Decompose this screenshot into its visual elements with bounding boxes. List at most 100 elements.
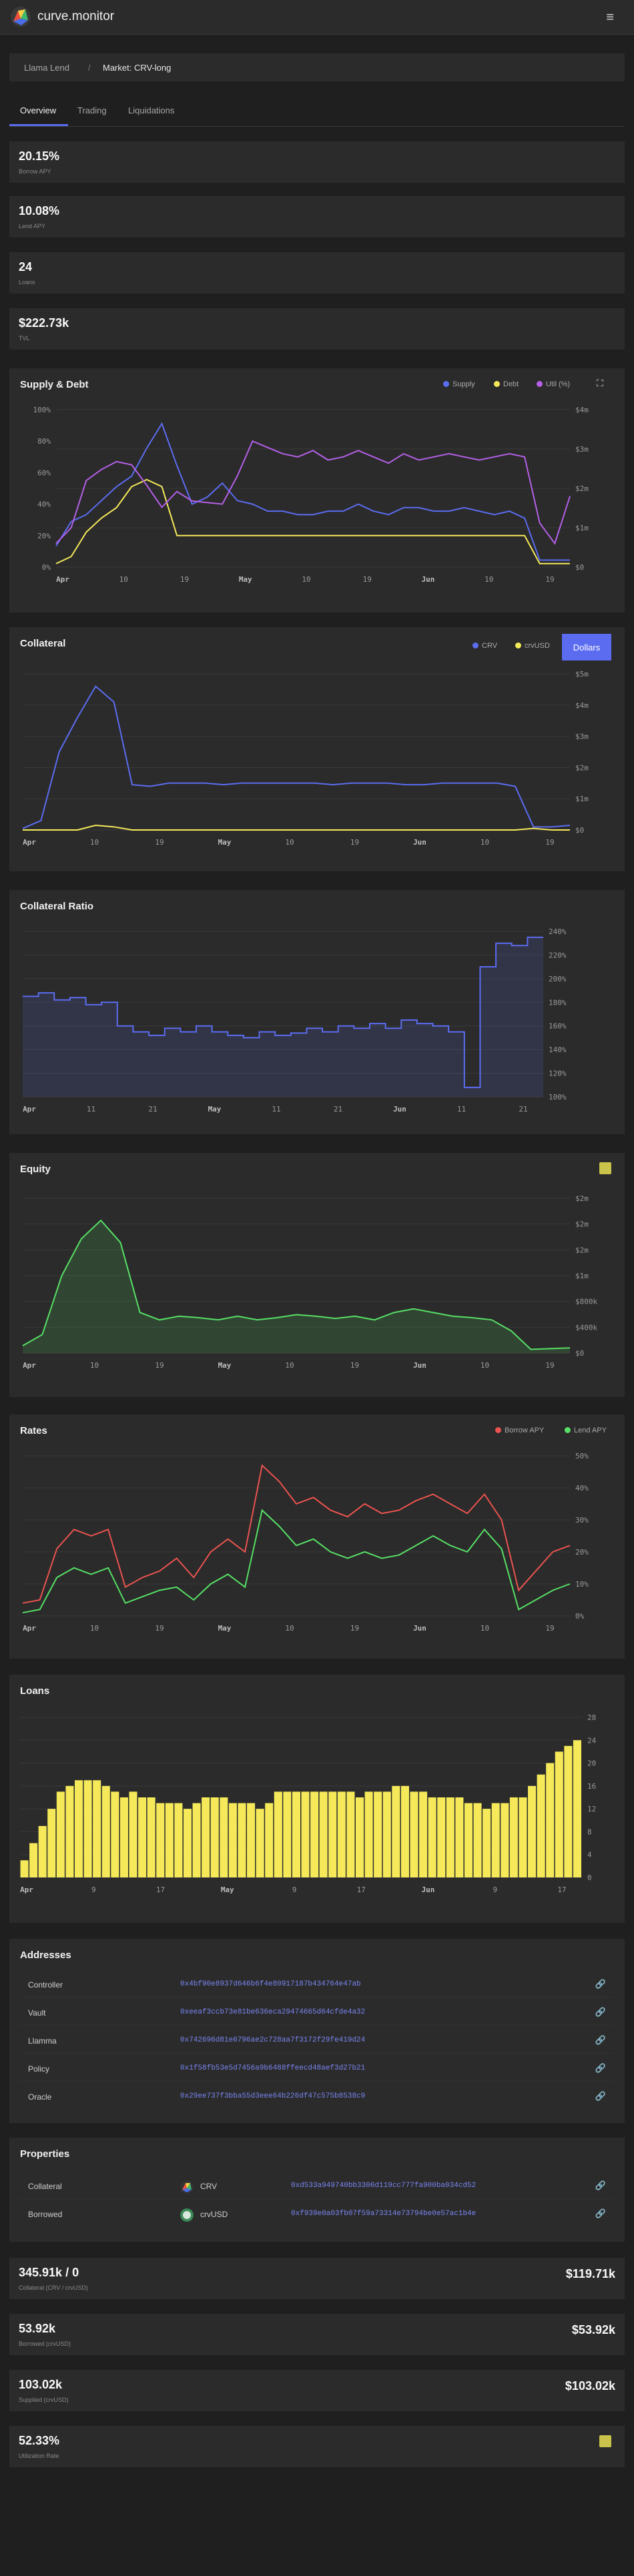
token-address-link[interactable]: 0xf939e0a03fb07f59a73314e73794be0e57ac1b… — [291, 2210, 477, 2218]
y-tick-label: $2m — [575, 484, 589, 493]
y-tick-label-left: 0% — [42, 563, 51, 572]
loan-bar — [364, 1791, 373, 1877]
y-tick-label: $2m — [575, 1220, 589, 1229]
y-tick-label: 28 — [587, 1713, 596, 1722]
external-link-icon[interactable]: 🔗 — [595, 2063, 606, 2073]
x-tick-label: 9 — [292, 1885, 297, 1894]
x-tick-label: Jun — [413, 838, 426, 847]
x-tick-label: 19 — [350, 1624, 359, 1633]
address-label: Vault — [28, 2008, 46, 2018]
loan-bar — [400, 1785, 409, 1877]
active-tab-indicator — [9, 124, 68, 126]
address-row-vault: Vault 0xeeaf3ccb73e81be636eca29474665d64… — [20, 2002, 614, 2026]
tab-trading[interactable]: Trading — [77, 105, 107, 115]
tab-liquidations[interactable]: Liquidations — [128, 105, 175, 115]
token-address-link[interactable]: 0xd533a949740bb3306d119cc777fa900ba034cd… — [291, 2182, 477, 2190]
breadcrumb-current: Market: CRV-long — [103, 63, 172, 73]
address-row-llamma: Llamma 0x742696d81e6796ae2c728aa7f3172f2… — [20, 2030, 614, 2054]
x-tick-label: May — [221, 1885, 234, 1894]
loan-bar — [20, 1860, 29, 1877]
address-link[interactable]: 0x742696d81e6796ae2c728aa7f3172f29fe419d… — [180, 2036, 366, 2044]
x-tick-label: 19 — [155, 1361, 164, 1370]
x-tick-label: May — [239, 575, 252, 584]
stat-supplied: 103.02k Supplied (crvUSD) $103.02k — [9, 2370, 625, 2411]
loan-bar — [247, 1803, 256, 1877]
utilization-line — [55, 440, 571, 545]
loan-bar — [501, 1803, 509, 1877]
x-tick-label: Jun — [422, 575, 435, 584]
y-tick-label-left: 60% — [37, 468, 51, 477]
loan-bar — [410, 1791, 418, 1877]
external-link-icon[interactable]: 🔗 — [595, 2180, 606, 2190]
y-tick-label: 8 — [587, 1827, 592, 1836]
address-link[interactable]: 0xeeaf3ccb73e81be636eca29474665d64cfde4a… — [180, 2008, 366, 2016]
loan-bar — [464, 1803, 473, 1877]
loan-bar — [65, 1785, 74, 1877]
y-tick-label: 180% — [549, 998, 567, 1007]
y-tick-label: $3m — [575, 445, 589, 454]
loan-bar — [202, 1797, 210, 1877]
tab-overview[interactable]: Overview — [20, 105, 57, 115]
breadcrumb-root[interactable]: Llama Lend — [24, 63, 69, 73]
address-link[interactable]: 0x4bf90e8937d646b6f4e80917187b434764e47a… — [180, 1980, 361, 1988]
legend-crv[interactable]: CRV — [472, 642, 497, 650]
collateral-chart: $5m $4m $3m $2m $1m $0 Apr 10 19 May 10 19 Jun 10 19 — [22, 670, 589, 847]
legend-debt[interactable]: Debt — [494, 380, 519, 388]
y-tick-label: 140% — [549, 1045, 567, 1054]
address-label: Llamma — [28, 2036, 57, 2046]
stat-label: Utilization Rate — [19, 2453, 59, 2459]
external-link-icon[interactable]: 🔗 — [595, 2091, 606, 2101]
supply-debt-card: Supply & Debt Supply Debt Util (%) ⛶ $4m… — [9, 368, 625, 612]
legend-supply[interactable]: Supply — [443, 380, 475, 388]
loan-bar — [310, 1791, 319, 1877]
address-link[interactable]: 0x1f58fb53e5d7456a9b6488ffeecd48aef3d27b… — [180, 2064, 366, 2072]
y-tick-label: 16 — [587, 1782, 596, 1791]
x-tick-label: 19 — [350, 838, 359, 847]
legend-util[interactable]: Util (%) — [537, 380, 570, 388]
legend-lend-apy[interactable]: Lend APY — [565, 1426, 607, 1434]
loan-bar — [174, 1803, 183, 1877]
x-tick-label: Jun — [422, 1885, 435, 1894]
loan-bar — [38, 1825, 47, 1877]
address-link[interactable]: 0x29ee737f3bba55d3eee64b226df47c575b8538… — [180, 2092, 366, 2100]
property-row-collateral: Collateral CRV 0xd533a949740bb3306d119cc… — [20, 2175, 614, 2199]
external-link-icon[interactable]: 🔗 — [595, 1979, 606, 1989]
stat-label: Supplied (crvUSD) — [19, 2397, 69, 2403]
hamburger-icon[interactable]: ≡ — [606, 10, 614, 25]
external-link-icon[interactable]: 🔗 — [595, 2035, 606, 2045]
loan-bar — [129, 1791, 137, 1877]
x-tick-label: Jun — [393, 1105, 406, 1114]
legend-crvusd[interactable]: crvUSD — [515, 642, 550, 650]
y-tick-label: $4m — [575, 406, 589, 414]
breadcrumb: Llama Lend / Market: CRV-long — [9, 53, 625, 81]
export-icon[interactable] — [599, 1162, 611, 1174]
x-tick-label: 10 — [481, 1624, 489, 1633]
x-tick-label: May — [218, 1624, 232, 1633]
address-label: Policy — [28, 2064, 50, 2074]
supply-line — [55, 422, 570, 561]
y-tick-label: 12 — [587, 1805, 596, 1813]
y-tick-label: $2m — [575, 763, 589, 772]
address-row-oracle: Oracle 0x29ee737f3bba55d3eee64b226df47c5… — [20, 2086, 614, 2110]
property-label: Collateral — [28, 2182, 62, 2191]
loan-bar — [483, 1809, 491, 1877]
equity-chart: $2m $2m $2m $1m $800k $400k $0 Apr 10 19 May 10 19 Ju… — [22, 1194, 597, 1370]
curve-logo-icon[interactable] — [9, 5, 32, 28]
dollars-toggle-button[interactable]: Dollars — [562, 634, 611, 661]
fullscreen-icon[interactable]: ⛶ — [597, 378, 603, 388]
y-tick-label: $2m — [575, 1246, 589, 1254]
export-icon[interactable] — [599, 2435, 611, 2447]
external-link-icon[interactable]: 🔗 — [595, 2007, 606, 2017]
y-tick-label: 24 — [587, 1736, 597, 1745]
crvusd-line — [23, 824, 570, 831]
section-title: Addresses — [20, 1950, 71, 1961]
external-link-icon[interactable]: 🔗 — [595, 2208, 606, 2218]
brand-name[interactable]: curve.monitor — [37, 9, 115, 23]
x-tick-label: 19 — [363, 575, 372, 584]
loan-bar — [564, 1745, 573, 1877]
legend-borrow-apy[interactable]: Borrow APY — [495, 1426, 544, 1434]
chart-title: Rates — [20, 1425, 47, 1436]
breadcrumb-separator: / — [88, 63, 91, 73]
loan-bar — [437, 1797, 446, 1877]
stat-utilization: 52.33% Utilization Rate — [9, 2426, 625, 2467]
